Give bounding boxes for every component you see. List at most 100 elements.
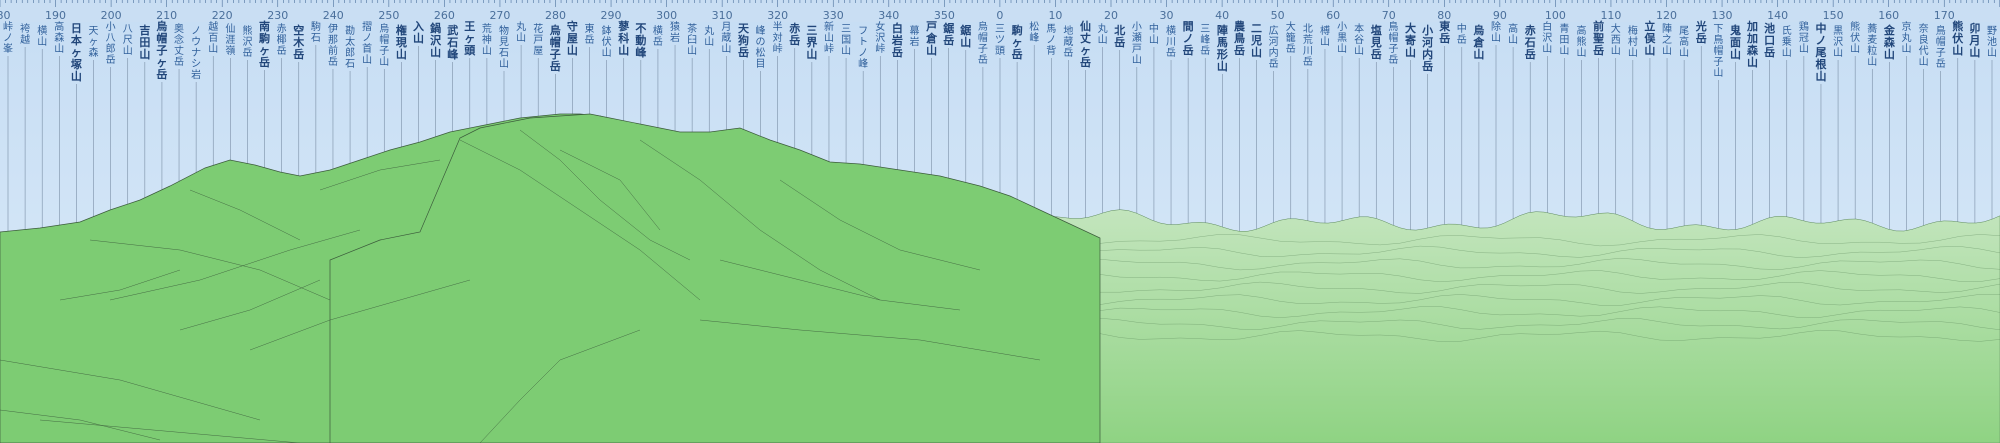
peak-label-group: フトノ峰 <box>858 26 868 70</box>
peak-label-group: 白岩岳 <box>891 21 903 59</box>
ridge-line <box>59 269 181 301</box>
peak-label: 越百山 <box>208 20 218 55</box>
peak-label-group: 丸山 <box>516 20 526 44</box>
peak-label: 日本ヶ塚山 <box>71 22 82 83</box>
peak-label-group: 加加森山 <box>1746 19 1759 69</box>
peak-label-group: 三界山 <box>806 24 817 61</box>
peak-label-group: 小八郎岳 <box>106 21 116 66</box>
peak-label-group: 峠ノ峯 <box>3 21 13 55</box>
peak-label: 熊沢岳 <box>242 24 252 59</box>
peak-label-group: 高森山 <box>54 20 64 55</box>
peak-label-group: 横川岳 <box>1166 24 1176 59</box>
compass-label: 260 <box>434 9 455 22</box>
peak-label: 塩見岳 <box>1370 23 1382 61</box>
peak-label-group: 荒神山 <box>482 23 492 57</box>
peak-label: 加加森山 <box>1746 19 1759 69</box>
peak-label-group: 烏帽子ヶ岳 <box>156 19 167 81</box>
peak-label: 横山 <box>37 24 47 48</box>
peak-label-group: 大西山 <box>1611 22 1621 57</box>
peak-label-group: 八尺山 <box>123 24 133 57</box>
peak-label-group: 中山 <box>1149 22 1159 46</box>
ridge-line <box>249 279 471 351</box>
peak-label-group: 間ノ岳 <box>1183 20 1194 57</box>
peak-label: 烏帽子岳 <box>978 20 988 66</box>
peak-leader-lines <box>7 45 1993 232</box>
peak-label: 金森山 <box>1883 23 1896 61</box>
peak-label: 蓼科山 <box>617 19 630 57</box>
compass-label: 110 <box>1600 9 1621 22</box>
peak-label: 小八郎岳 <box>106 21 116 66</box>
peak-label-group: 横岳 <box>653 24 663 48</box>
ridge-line <box>639 139 881 301</box>
peak-label: 仙丈ヶ岳 <box>1080 19 1091 69</box>
peak-label: 鋸山 <box>960 23 971 49</box>
peak-label: 大寄山 <box>1405 21 1416 59</box>
compass-label: 50 <box>1271 9 1285 22</box>
peak-label: 北荒川岳 <box>1303 23 1313 68</box>
peak-label-group: 卯月山 <box>1968 21 1980 59</box>
peak-label: 高熊山 <box>1577 24 1587 59</box>
peak-label: 物見石山 <box>499 24 509 70</box>
compass-label: 90 <box>1493 9 1507 22</box>
peak-label: 三峰岳 <box>1200 24 1210 57</box>
peak-label-group: 烏帽子山 <box>379 22 389 68</box>
peak-label: ノウナシ岩 <box>191 26 201 81</box>
compass-label: 140 <box>1767 9 1788 22</box>
peak-label: 白岩岳 <box>891 21 903 59</box>
peak-label-group: 小河内岳 <box>1421 23 1433 73</box>
peak-label-group: 小瀬戸山 <box>1132 21 1142 66</box>
peak-label-group: 熊沢岳 <box>242 24 252 59</box>
peak-label: 本谷山 <box>1354 22 1364 57</box>
peak-label-group: 広河内岳 <box>1269 24 1279 70</box>
peak-label-group: 守屋山 <box>567 19 578 57</box>
peak-label-group: 仙丈ヶ岳 <box>1080 19 1091 69</box>
peak-label: 幕岩 <box>909 24 919 48</box>
peak-label-group: 花戸屋 <box>533 22 543 57</box>
peak-label: 武石峰 <box>446 23 459 61</box>
peak-label-group: 白沢山 <box>1542 20 1552 55</box>
peak-label: 下鳥帽子山 <box>1713 24 1723 79</box>
far-ridge-line <box>999 329 2000 342</box>
compass-label: 230 <box>267 9 288 22</box>
peak-label-group: ノウナシ岩 <box>191 26 201 81</box>
peak-label-group: 馬ノ背 <box>1046 23 1056 57</box>
peak-label: フトノ峰 <box>858 26 868 70</box>
peak-label: 八尺山 <box>123 24 133 57</box>
compass-label: 180 <box>0 9 11 22</box>
compass-label: 100 <box>1545 9 1566 22</box>
far-ridge-line <box>999 257 2000 271</box>
peak-label: 花戸屋 <box>533 22 543 57</box>
peak-label: 馬ノ背 <box>1046 23 1056 57</box>
peak-label: 京丸山 <box>1901 20 1911 55</box>
peak-label-group: 蓼科山 <box>617 19 630 57</box>
peak-label: 鳥帽子岳 <box>1388 20 1398 66</box>
peak-label: 入山 <box>413 20 424 45</box>
peak-label: 鶏冠山 <box>1799 20 1809 55</box>
peak-label: 月蔵山 <box>721 21 731 55</box>
peak-label: 小河内岳 <box>1421 23 1433 73</box>
peak-label: 中岳 <box>1457 22 1467 46</box>
peak-label-group: 物見石山 <box>499 24 509 70</box>
peak-label-group: 袴越 <box>20 22 30 46</box>
peak-label: 袴越 <box>20 22 30 46</box>
peak-label: 半対峠 <box>773 20 783 55</box>
peak-label-group: 仙涯嶺 <box>225 22 235 57</box>
peak-label-group: 東岳 <box>585 22 595 46</box>
peak-label: 大籠岳 <box>1286 20 1296 55</box>
compass-label: 330 <box>823 9 844 22</box>
far-ridge-line <box>999 269 2000 283</box>
compass-label: 310 <box>712 9 733 22</box>
peak-label-group: 鶏冠山 <box>1799 20 1809 55</box>
peak-label-group: 梅村山 <box>1628 24 1638 59</box>
peak-label: 高森山 <box>54 20 64 55</box>
peak-label-group: 京丸山 <box>1901 20 1911 55</box>
peak-label-group: 赤石岳 <box>1524 23 1536 61</box>
compass-label: 300 <box>656 9 677 22</box>
compass-ticks <box>0 0 2000 7</box>
peak-label-group: 大寄山 <box>1405 21 1416 59</box>
peak-label-group: 不動峰 <box>635 22 647 59</box>
compass-label: 220 <box>212 9 233 22</box>
far-ridge-line <box>999 306 2000 318</box>
peak-label: 天ヶ森 <box>89 26 99 59</box>
peak-label-group: 鉢伏山 <box>602 24 612 59</box>
